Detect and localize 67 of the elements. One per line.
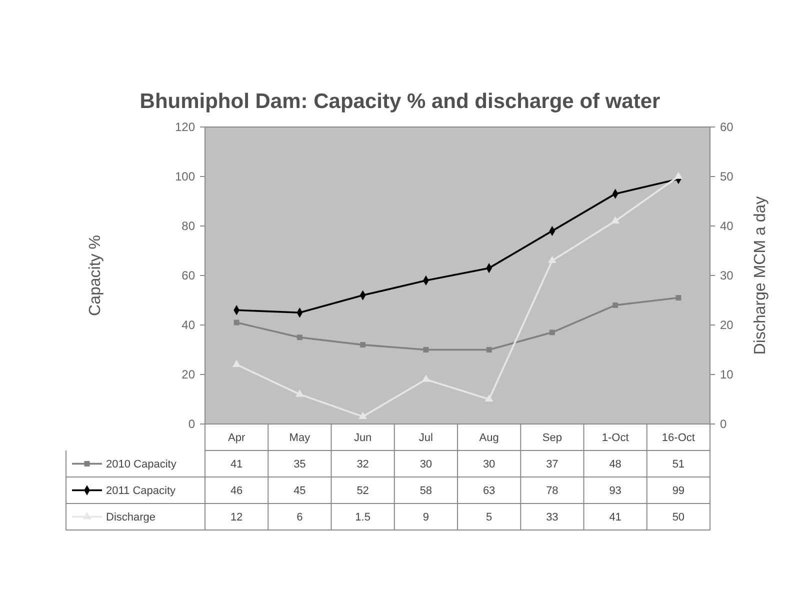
data-label: 99: [672, 485, 685, 498]
y-tick-label: 120: [174, 120, 196, 134]
point: [484, 394, 494, 402]
data-label: 37: [546, 458, 558, 471]
point: [296, 389, 304, 397]
x-tick-label: May: [289, 432, 311, 444]
point: [676, 295, 682, 301]
data-label: 35: [294, 458, 306, 471]
point: [422, 374, 430, 382]
y-tick-label: 60: [182, 268, 196, 283]
data-label: 50: [672, 512, 685, 524]
data-label: 93: [609, 485, 622, 498]
y2-tick-label: 10: [720, 368, 734, 382]
x-tick-label: Apr: [228, 432, 246, 444]
chart-title: Bhumiphol Dam: Capacity % and discharge of water: [140, 90, 660, 113]
data-label: 9: [422, 512, 429, 524]
point: [360, 342, 366, 348]
data-label: 12: [230, 512, 243, 524]
y2-tick-label: 20: [720, 318, 734, 332]
data-label: 78: [546, 485, 558, 498]
data-label: 1.5: [355, 512, 370, 524]
data-label: 30: [420, 458, 432, 471]
y2-tick-label: 50: [720, 170, 734, 184]
data-label: 48: [609, 458, 622, 471]
y-axis-title: Capacity %: [87, 235, 104, 316]
data-label: 58: [420, 485, 432, 498]
point: [358, 412, 367, 419]
y2-tick-label: 60: [720, 120, 734, 134]
point: [548, 256, 556, 264]
y-tick-label: 80: [182, 219, 196, 234]
data-label: 33: [546, 512, 558, 524]
x-tick-label: Sep: [542, 432, 562, 444]
point: [612, 302, 618, 308]
point: [486, 347, 492, 352]
point: [611, 216, 620, 224]
data-label: 32: [356, 458, 369, 471]
y2-tick-label: 30: [720, 268, 734, 283]
x-tick-label: 16-Oct: [662, 432, 695, 444]
point: [549, 330, 555, 336]
data-label: 6: [296, 512, 303, 524]
y-tick-label: 0: [188, 417, 196, 432]
point: [423, 347, 429, 352]
data-label: 45: [294, 485, 306, 498]
data-label: 30: [482, 458, 496, 471]
data-label: 41: [230, 458, 243, 471]
y-tick-label: 20: [182, 368, 196, 382]
x-tick-label: Jun: [354, 432, 372, 444]
x-tick-label: 1-Oct: [602, 432, 629, 444]
data-label: 51: [672, 458, 685, 471]
data-label: 5: [486, 512, 492, 524]
legend-label: Discharge: [106, 512, 156, 524]
x-tick-label: Jul: [418, 432, 433, 444]
point: [234, 320, 240, 326]
x-tick-label: Aug: [479, 432, 499, 444]
y2-tick-label: 40: [720, 219, 734, 234]
point: [296, 334, 302, 340]
y2-axis-title: Discharge MCM a day: [752, 196, 769, 355]
data-label: 41: [609, 512, 622, 524]
y-tick-label: 100: [174, 170, 196, 184]
y-tick-label: 40: [182, 318, 196, 332]
data-label: 46: [230, 485, 243, 498]
data-label: 63: [482, 485, 496, 498]
legend-label: 2011 Capacity: [106, 485, 176, 498]
y2-tick-label: 0: [720, 417, 727, 432]
point: [674, 172, 683, 179]
data-label: 52: [356, 485, 369, 498]
legend-label: 2010 Capacity: [106, 458, 177, 471]
